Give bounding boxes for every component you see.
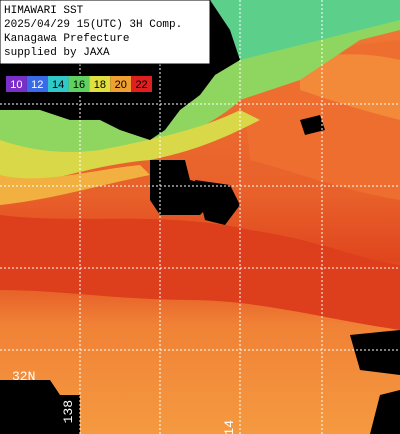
legend-label: 14 — [52, 79, 64, 91]
legend-swatch — [89, 76, 111, 92]
legend-swatch — [110, 76, 132, 92]
legend-label: 10 — [10, 79, 22, 91]
header-line: supplied by JAXA — [4, 47, 110, 59]
legend-swatch — [131, 76, 152, 92]
latitude-label: 32N — [12, 369, 35, 384]
legend-swatch — [26, 76, 48, 92]
longitude-label: 138 — [61, 400, 76, 423]
legend-swatch — [68, 76, 90, 92]
legend-label: 12 — [31, 79, 43, 91]
legend-label: 22 — [135, 79, 147, 91]
longitude-label: 14 — [222, 420, 237, 434]
header-line: HIMAWARI SST — [4, 5, 84, 17]
legend-swatch — [47, 76, 69, 92]
header-line: Kanagawa Prefecture — [4, 33, 129, 45]
legend-swatch — [6, 76, 27, 92]
legend-label: 16 — [73, 79, 85, 91]
header-box: HIMAWARI SST 2025/04/29 15(UTC) 3H Comp.… — [0, 0, 211, 65]
legend-label: 20 — [115, 79, 127, 91]
legend-label: 18 — [94, 79, 106, 91]
legend: 10 12 14 16 18 20 22 — [4, 74, 154, 94]
header-line: 2025/04/29 15(UTC) 3H Comp. — [4, 19, 182, 31]
